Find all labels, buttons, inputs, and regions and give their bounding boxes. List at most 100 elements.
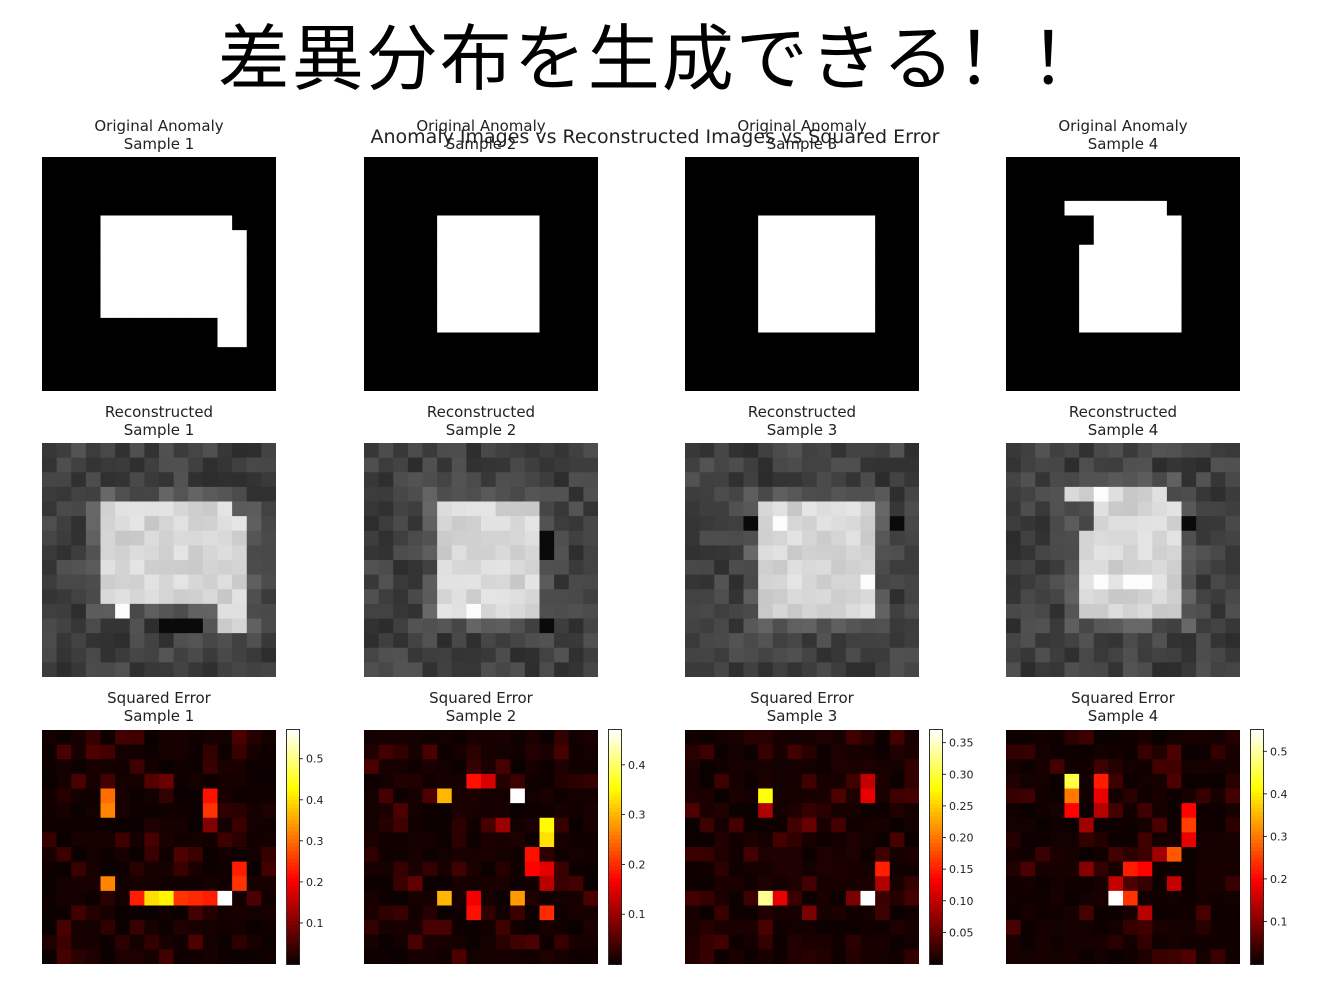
error-cell [71,949,87,964]
pixel-cell [1079,215,1095,231]
pixel-cell [568,244,584,260]
error-cell [845,890,861,906]
pixel-cell [728,603,744,619]
error-cell [568,803,584,819]
pixel-cell [1064,259,1080,275]
error-cell [1079,773,1095,789]
pixel-cell [845,647,861,663]
pixel-cell [728,574,744,590]
pixel-cell [1108,361,1124,377]
pixel-cell [246,560,262,576]
pixel-cell [860,332,876,348]
pixel-cell [1123,516,1139,532]
pixel-cell [1181,633,1197,649]
pixel-cell [1152,662,1168,677]
error-cell [685,744,701,760]
pixel-cell [1035,186,1051,202]
pixel-cell [860,200,876,216]
pixel-cell [1152,171,1168,187]
colorbar-gradient-step [609,819,622,824]
error-cell [466,788,482,804]
pixel-cell [246,530,262,546]
error-cell [422,861,438,877]
pixel-cell [875,443,891,459]
error-cell [393,744,409,760]
pixel-cell [1079,244,1095,260]
pixel-cell [159,332,175,348]
pixel-cell [42,618,58,634]
pixel-cell [42,332,58,348]
pixel-cell [129,347,145,363]
colorbar-gradient-step [1251,932,1264,938]
pixel-cell [1152,486,1168,502]
panel-title-line2: Sample 1 [123,707,195,725]
colorbar-gradient-step [930,827,943,832]
pixel-cell [56,157,72,173]
pixel-cell [728,200,744,216]
pixel-cell [889,332,905,348]
error-cell [451,773,467,789]
colorbar-gradient-step [287,843,300,848]
pixel-cell [115,560,131,576]
pixel-cell [1020,662,1036,677]
error-cell [115,890,131,906]
pixel-cell [1020,618,1036,634]
pixel-cell [1049,443,1065,459]
pixel-cell [481,486,497,502]
error-cell [1035,759,1051,775]
colorbar-gradient-step [930,854,943,860]
pixel-cell [1196,288,1212,304]
error-cell [539,949,555,964]
pixel-cell [56,560,72,576]
error-cell [802,847,818,863]
pixel-cell [714,662,730,677]
pixel-cell [816,361,832,377]
pixel-cell [816,618,832,634]
pixel-cell [1006,376,1022,391]
pixel-cell [1006,157,1022,173]
pixel-cell [1123,443,1139,459]
pixel-cell [699,472,715,488]
pixel-cell [437,361,453,377]
pixel-cell [524,443,540,459]
error-cell [1093,773,1109,789]
pixel-cell [100,501,116,517]
error-cell [217,920,233,936]
pixel-cell [188,516,204,532]
error-cell [860,817,876,833]
colorbar-gradient-step [1251,917,1264,922]
pixel-cell [1137,171,1153,187]
pixel-cell [524,662,540,677]
error-cell [261,920,276,936]
pixel-cell [1123,303,1139,319]
error-cell [1166,876,1182,892]
pixel-cell [188,457,204,473]
error-cell [393,934,409,950]
pixel-cell [364,545,380,561]
pixel-cell [144,230,160,246]
pixel-cell [261,347,276,363]
pixel-cell [1049,332,1065,348]
error-cell [173,949,189,964]
pixel-cell [772,574,788,590]
pixel-cell [422,376,438,391]
error-cell [466,847,482,863]
error-cell [860,876,876,892]
error-cell [71,890,87,906]
pixel-cell [100,230,116,246]
error-cell [71,920,87,936]
pixel-cell [261,303,276,319]
pixel-cell [129,603,145,619]
error-cell [743,803,759,819]
pixel-cell [685,618,701,634]
error-cell [1166,788,1182,804]
pixel-cell [393,516,409,532]
pixel-cell [56,457,72,473]
pixel-cell [510,186,526,202]
pixel-cell [232,560,248,576]
error-cell [728,788,744,804]
error-cell [451,788,467,804]
error-cell [1020,788,1036,804]
error-cell [495,817,511,833]
pixel-cell [772,662,788,677]
